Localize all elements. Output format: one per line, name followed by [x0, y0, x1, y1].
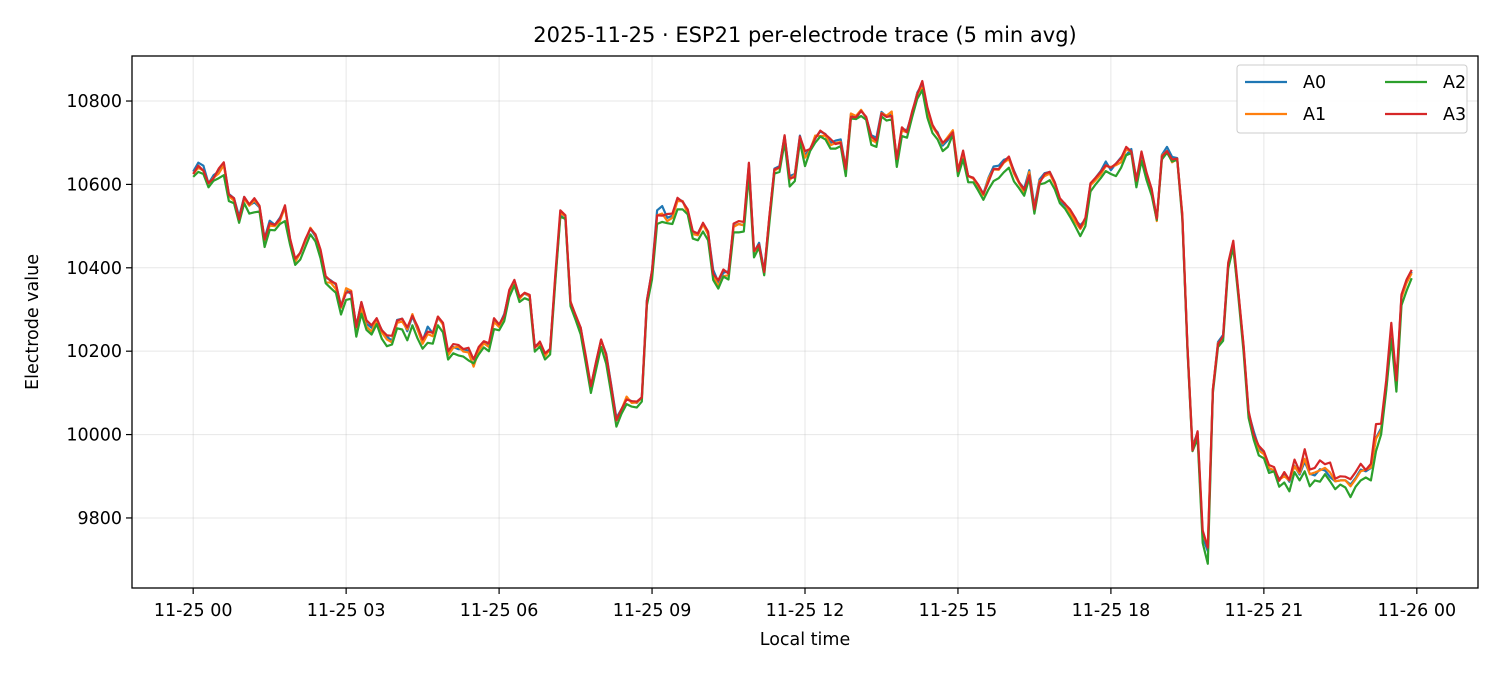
- x-tick-label: 11-25 12: [766, 601, 845, 621]
- x-axis-title: Local time: [760, 630, 850, 650]
- y-tick-label: 10400: [66, 259, 122, 279]
- series-lines: [192, 79, 1413, 565]
- legend-box: [1236, 64, 1468, 134]
- legend: A0 A1 A2 A3: [1236, 64, 1468, 134]
- x-tick-label: 11-25 15: [919, 601, 998, 621]
- y-tick-label: 10800: [66, 92, 122, 112]
- x-tick-label: 11-25 00: [154, 601, 233, 621]
- y-tick-label: 10600: [66, 175, 122, 195]
- y-tick-label: 10200: [66, 342, 122, 362]
- x-axis: 11-25 00 11-25 03 11-25 06 11-25 09 11-25 12…: [154, 588, 1456, 621]
- y-tick-label: 9800: [77, 509, 122, 529]
- legend-label-a1: A1: [1303, 105, 1326, 125]
- series-line-a3: [192, 79, 1413, 549]
- x-tick-label: 11-25 09: [613, 601, 692, 621]
- x-tick-label: 11-25 03: [307, 601, 386, 621]
- legend-label-a2: A2: [1443, 73, 1466, 93]
- x-tick-label: 11-25 06: [460, 601, 539, 621]
- y-tick-label: 10000: [66, 426, 122, 446]
- y-axis-title: Electrode value: [23, 254, 43, 390]
- legend-label-a0: A0: [1303, 73, 1326, 93]
- x-tick-label: 11-25 18: [1072, 601, 1151, 621]
- y-axis: 9800 10000 10200 10400 10600 10800: [66, 92, 132, 529]
- x-tick-label: 11-25 21: [1225, 601, 1304, 621]
- legend-label-a3: A3: [1443, 105, 1466, 125]
- chart-title: 2025-11-25 · ESP21 per-electrode trace (…: [533, 23, 1076, 47]
- x-tick-label: 11-26 00: [1377, 601, 1456, 621]
